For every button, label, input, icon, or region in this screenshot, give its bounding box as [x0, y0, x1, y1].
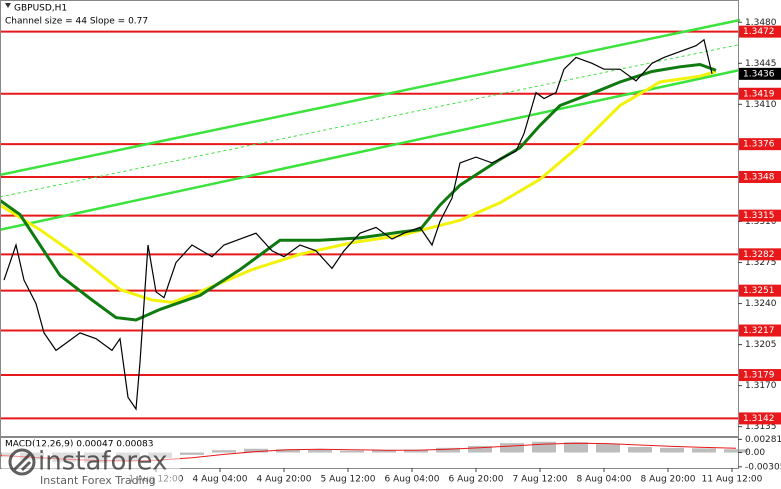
y-tick-label: 1.3170: [745, 381, 777, 391]
level-label-box: [739, 248, 781, 261]
level-label: 1.3282: [743, 250, 775, 260]
watermark-tagline: Instant Forex Trading: [40, 474, 156, 487]
watermark-logo: [8, 448, 36, 476]
macd-label: MACD(12,26,9) 0.00047 0.00083: [5, 440, 154, 450]
x-tick-label: 11 Aug 12:00: [702, 475, 763, 485]
price-frame: [0, 0, 739, 437]
level-label-box: [739, 170, 781, 183]
y-tick-label: 1.3205: [745, 340, 777, 350]
x-tick-label: 5 Aug 12:00: [321, 475, 376, 485]
channel-info: Channel size = 44 Slope = 0.77: [5, 17, 148, 27]
current-price-box: [739, 67, 781, 80]
symbol-icon: [5, 3, 11, 8]
level-label: 1.3315: [743, 211, 775, 221]
y-tick-label: 1.3445: [745, 59, 777, 69]
level-label: 1.3179: [743, 371, 775, 381]
y-tick-label: 1.3480: [745, 18, 777, 28]
macd-bar: [692, 448, 716, 453]
axes: 1.3480 1.3445 1.3410 1.3310 1.3275 1.3240 1.32…: [129, 18, 781, 485]
macd-bar: [724, 449, 748, 453]
y-tick-label: 1.3410: [745, 100, 777, 110]
level-label-box: [739, 412, 781, 425]
plot-area: [0, 18, 748, 463]
level-label: 1.3419: [743, 89, 775, 99]
x-tick-label: 8 Aug 20:00: [641, 475, 696, 485]
level-label-box: [739, 284, 781, 297]
level-label: 1.3348: [743, 172, 775, 182]
price-line: [0, 70, 717, 304]
x-tick-label: 6 Aug 20:00: [449, 475, 504, 485]
macd-y-tick-label: -0.00305: [745, 462, 781, 472]
symbol-title: GBPUSD,H1: [14, 4, 67, 14]
level-label: 1.3376: [743, 140, 775, 150]
macd-bar: [532, 441, 556, 453]
macd-y-tick-label: 0.00: [745, 448, 765, 458]
macd-bar: [340, 450, 364, 453]
current-price-label: 1.3436: [743, 69, 775, 79]
macd-y-tick-label: 0.00281: [745, 435, 781, 445]
x-tick-label: 6 Aug 04:00: [385, 475, 440, 485]
macd-bar: [212, 450, 236, 453]
y-tick-label: 1.3240: [745, 299, 777, 309]
level-label: 1.3251: [743, 286, 775, 296]
macd-bar: [468, 445, 492, 453]
macd-bar: [180, 452, 204, 455]
channel-line: [0, 68, 741, 232]
channel-line: [0, 18, 741, 177]
level-label-box: [739, 138, 781, 151]
level-label-box: [739, 209, 781, 222]
y-tick-label: 1.3310: [745, 217, 777, 227]
macd-bar: [276, 449, 300, 453]
macd-bar: [500, 443, 524, 453]
x-tick-label: 7 Aug 12:00: [513, 475, 568, 485]
macd-bar: [564, 442, 588, 453]
watermark: instaforex Instant Forex Trading: [2, 446, 180, 488]
watermark-brand: instaforex: [38, 447, 167, 477]
level-label-box: [739, 324, 781, 337]
x-tick-label: 4 Aug 04:00: [193, 475, 248, 485]
macd-bar: [372, 450, 396, 453]
price-line: [3, 38, 713, 411]
level-label-box: [739, 369, 781, 382]
level-label: 1.3472: [743, 27, 775, 37]
level-label-box: [739, 25, 781, 38]
level-label-box: [739, 87, 781, 100]
y-tick-label: 1.3275: [745, 258, 777, 268]
macd-bar: [244, 448, 268, 453]
x-tick-label: 8 Aug 04:00: [577, 475, 632, 485]
macd-bar: [436, 447, 460, 453]
level-label: 1.3217: [743, 326, 775, 336]
macd-bar: [628, 446, 652, 453]
macd-bar: [308, 449, 332, 453]
macd-bar: [660, 447, 684, 453]
macd-bar: [404, 449, 428, 453]
y-tick-label: 1.3135: [745, 422, 777, 432]
watermark-logo-mark: [12, 452, 32, 472]
macd-bar: [596, 444, 620, 453]
level-label: 1.3142: [743, 414, 775, 424]
x-tick-label: 4 Aug 20:00: [257, 475, 312, 485]
